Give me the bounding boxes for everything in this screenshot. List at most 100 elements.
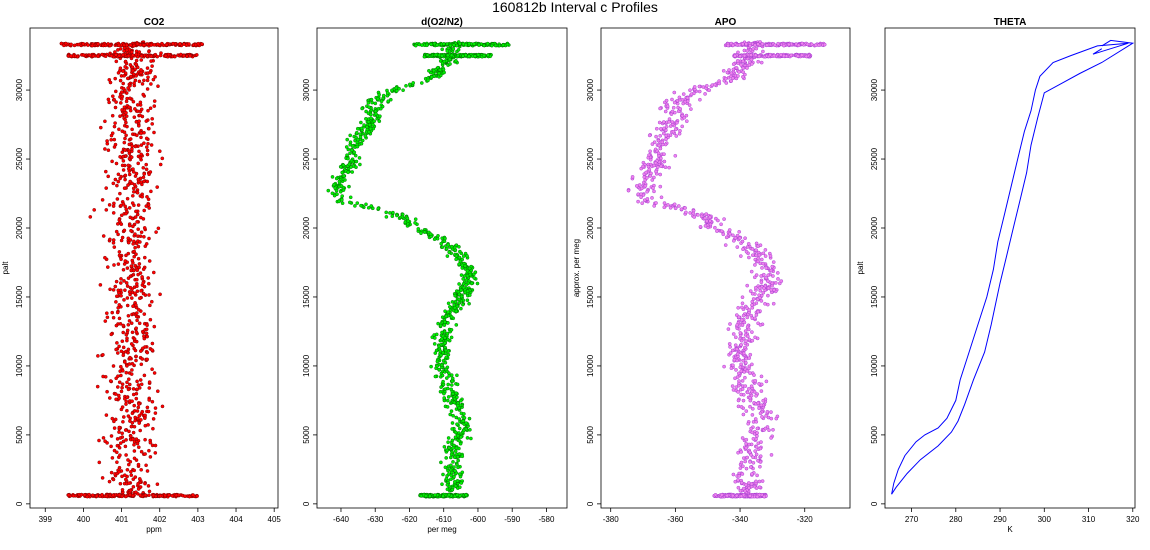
- data-point: [681, 92, 686, 96]
- band-point: [109, 54, 114, 58]
- data-point: [118, 114, 122, 118]
- data-point: [128, 285, 133, 290]
- data-point: [708, 222, 713, 227]
- data-point: [766, 279, 770, 283]
- data-point: [754, 479, 758, 484]
- data-point: [662, 126, 666, 131]
- y-tick-label: 10000: [302, 354, 311, 377]
- data-point: [150, 341, 155, 346]
- data-point: [764, 379, 769, 384]
- y-tick-label: 25000: [870, 147, 879, 170]
- y-tick-label: 20000: [870, 216, 879, 239]
- data-point: [98, 283, 103, 287]
- data-point: [95, 384, 100, 389]
- data-point: [737, 236, 742, 240]
- data-point: [117, 430, 121, 434]
- y-tick-label: 10000: [586, 354, 595, 377]
- data-point: [110, 416, 115, 421]
- y-tick-label: 20000: [15, 216, 24, 239]
- data-point: [748, 460, 752, 464]
- data-point: [448, 467, 453, 472]
- data-point: [121, 86, 126, 91]
- data-point: [684, 113, 689, 118]
- data-point: [139, 289, 143, 293]
- data-point: [114, 397, 118, 402]
- data-point: [467, 416, 472, 421]
- y-tick-label: 20000: [586, 216, 595, 239]
- data-point: [141, 291, 146, 296]
- data-point: [445, 254, 450, 258]
- data-point: [143, 244, 148, 248]
- band-point: [182, 42, 186, 47]
- data-point: [147, 206, 151, 210]
- band-point: [748, 494, 752, 498]
- data-point: [457, 244, 461, 249]
- data-point: [758, 454, 763, 459]
- data-point: [776, 271, 780, 275]
- data-point: [124, 253, 128, 258]
- data-point: [117, 380, 122, 385]
- data-point: [122, 186, 127, 190]
- data-point: [769, 416, 774, 421]
- data-point: [156, 84, 160, 88]
- data-point: [106, 174, 110, 179]
- data-point: [723, 243, 728, 247]
- data-point: [115, 341, 119, 345]
- data-point: [124, 332, 129, 337]
- data-point: [134, 241, 139, 246]
- data-point: [334, 176, 339, 181]
- data-point: [384, 210, 389, 215]
- data-point: [121, 368, 125, 373]
- data-point: [138, 349, 143, 353]
- data-point: [104, 413, 109, 417]
- data-point: [142, 334, 146, 339]
- data-point: [733, 236, 738, 240]
- y-tick-label: 0: [15, 501, 24, 506]
- data-point: [136, 383, 141, 387]
- data-point: [656, 151, 661, 156]
- data-point: [132, 424, 137, 429]
- data-point: [735, 59, 740, 63]
- data-point: [120, 150, 125, 154]
- data-point: [664, 133, 669, 138]
- data-point: [658, 184, 663, 189]
- data-point: [685, 119, 689, 123]
- data-point: [736, 478, 740, 482]
- data-point: [142, 255, 147, 260]
- data-point: [139, 449, 144, 454]
- band-point: [757, 492, 762, 497]
- panel-3: THETA 270 280 290 300 310 320 0 5000 10000 15000 20…: [856, 17, 1140, 534]
- data-point: [124, 211, 128, 216]
- data-point: [750, 472, 754, 476]
- data-point: [764, 413, 768, 418]
- data-point: [136, 177, 141, 182]
- band-point: [467, 54, 471, 59]
- data-point: [357, 156, 362, 160]
- data-point: [146, 484, 151, 488]
- data-point: [760, 479, 765, 483]
- band-point: [183, 494, 187, 499]
- x-tick-label: -360: [667, 515, 684, 524]
- data-point: [731, 472, 736, 477]
- data-point: [691, 211, 696, 216]
- data-point: [732, 238, 736, 243]
- data-point: [705, 219, 709, 223]
- data-point: [426, 78, 430, 83]
- data-point: [736, 450, 740, 455]
- data-point: [439, 241, 444, 246]
- data-point: [449, 315, 454, 319]
- data-point: [734, 385, 739, 389]
- band-point: [744, 42, 749, 46]
- band-point: [455, 43, 459, 48]
- data-point: [139, 230, 144, 234]
- data-point: [136, 203, 141, 207]
- data-point: [734, 66, 739, 70]
- data-point: [130, 411, 135, 416]
- data-point: [748, 289, 753, 293]
- data-point: [125, 48, 129, 53]
- data-point: [111, 181, 116, 186]
- data-point: [150, 399, 155, 404]
- data-point: [119, 203, 123, 208]
- data-point: [674, 127, 678, 132]
- data-point: [132, 468, 136, 473]
